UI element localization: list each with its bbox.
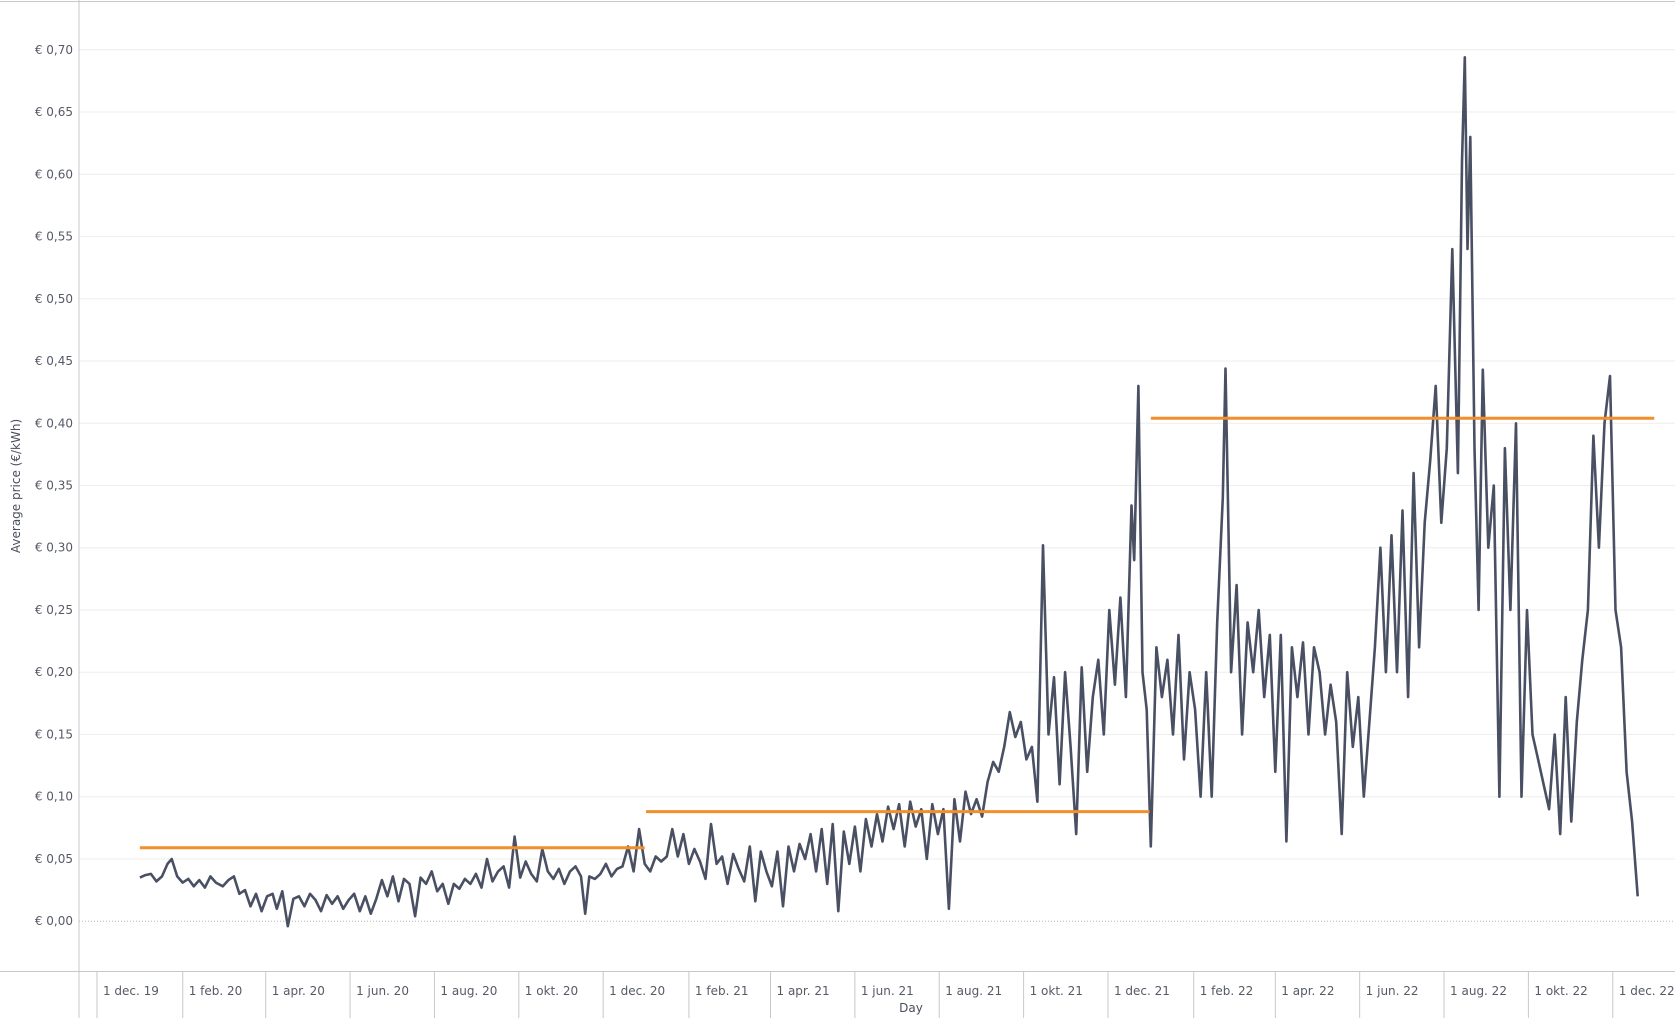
y-tick-label: € 0,65 [35, 105, 73, 119]
x-tick-label: 1 dec. 20 [609, 984, 665, 998]
yearly-average-lines [139, 416, 1655, 850]
y-axis-ticks: € 0,00 € 0,05 € 0,10 € 0,15 € 0,20 € 0,25 € 0,… [35, 43, 73, 928]
y-tick-label: € 0,70 [35, 43, 73, 57]
x-tick-label: 1 dec. 22 [1619, 984, 1675, 998]
y-tick-label: € 0,05 [35, 852, 73, 866]
x-tick-label: 1 dec. 19 [103, 984, 159, 998]
x-tick-label: 1 feb. 20 [189, 984, 243, 998]
y-tick-label: € 0,00 [35, 914, 73, 928]
y-tick-label: € 0,60 [35, 167, 73, 181]
x-tick-label: 1 okt. 20 [525, 984, 578, 998]
x-axis-ticks: 1 dec. 19 1 feb. 20 1 apr. 20 1 jun. 20 1 au… [96, 971, 1675, 1018]
series-line-average-price [139, 56, 1639, 928]
y-tick-label: € 0,15 [35, 727, 73, 741]
x-tick-label: 1 okt. 22 [1534, 984, 1587, 998]
x-tick-label: 1 apr. 22 [1281, 984, 1334, 998]
x-tick-label: 1 feb. 22 [1200, 984, 1254, 998]
y-tick-label: € 0,50 [35, 292, 73, 306]
x-tick-label: 1 apr. 20 [272, 984, 325, 998]
y-tick-label: € 0,40 [35, 416, 73, 430]
x-tick-label: 1 apr. 21 [777, 984, 830, 998]
y-tick-label: € 0,35 [35, 479, 73, 493]
x-tick-label: 1 feb. 21 [695, 984, 749, 998]
x-tick-label: 1 aug. 21 [945, 984, 1002, 998]
y-tick-label: € 0,45 [35, 354, 73, 368]
x-tick-label: 1 dec. 21 [1114, 984, 1170, 998]
y-tick-label: € 0,30 [35, 541, 73, 555]
x-tick-label: 1 jun. 22 [1366, 984, 1419, 998]
y-axis-title: Average price (€/kWh) [9, 419, 23, 553]
x-tick-label: 1 aug. 22 [1450, 984, 1507, 998]
x-axis-title: Day [899, 1001, 923, 1015]
x-tick-label: 1 okt. 21 [1030, 984, 1083, 998]
x-tick-label: 1 aug. 20 [440, 984, 497, 998]
gridlines [79, 49, 1675, 922]
x-tick-label: 1 jun. 20 [356, 984, 409, 998]
y-tick-label: € 0,20 [35, 665, 73, 679]
y-tick-label: € 0,55 [35, 230, 73, 244]
y-tick-label: € 0,25 [35, 603, 73, 617]
y-tick-label: € 0,10 [35, 790, 73, 804]
x-tick-label: 1 jun. 21 [861, 984, 914, 998]
